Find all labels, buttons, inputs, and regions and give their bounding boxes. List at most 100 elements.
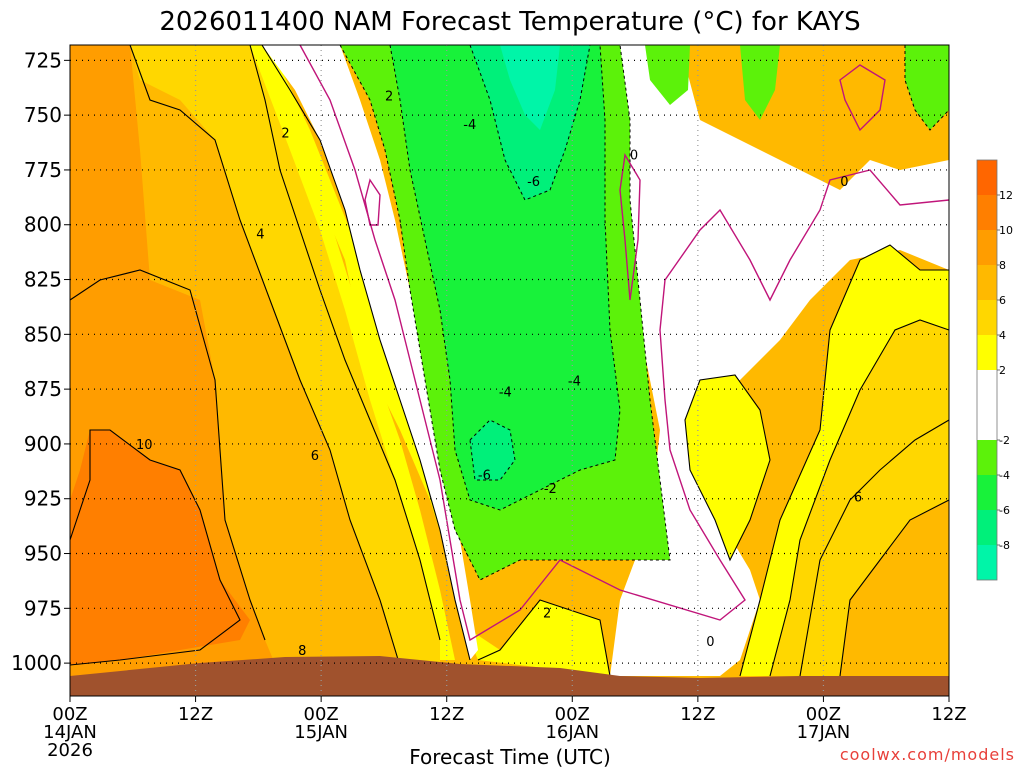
pressure-tick-label: 725: [24, 48, 62, 72]
pressure-tick-label: 850: [24, 322, 62, 346]
contour-line-minus-2: [339, 44, 671, 581]
colorbar-label: -4: [999, 469, 1010, 482]
colorbar-label: -6: [999, 504, 1010, 517]
colorbar-swatch: [977, 405, 997, 440]
contour-value-label: 2: [281, 127, 289, 142]
colorbar-label: 12: [999, 189, 1013, 202]
colorbar-swatch: [977, 545, 997, 580]
fill-region-cold-minus-6-8: [470, 45, 590, 200]
contour-line-2-east: [739, 244, 949, 677]
fill-region-cold-minus-4-6: [390, 45, 620, 510]
colorbar-label: -8: [999, 539, 1010, 552]
terrain-surface: [70, 656, 949, 696]
contour-lines: [69, 44, 950, 677]
colorbar-label: 8: [999, 259, 1006, 272]
time-tick-label: 12Z: [178, 704, 213, 725]
contour-value-label: 2: [385, 89, 393, 104]
contour-value-label: -6: [527, 175, 540, 190]
colorbar-swatch: [977, 265, 997, 300]
colorbar-swatch: [977, 195, 997, 230]
contour-value-label: 6: [311, 449, 319, 464]
colorbar-swatch: [977, 160, 997, 195]
pressure-tick-label: 875: [24, 377, 62, 401]
pressure-tick-label: 900: [24, 432, 62, 456]
colorbar-swatch: [977, 335, 997, 370]
pressure-gridlines: [70, 59, 949, 664]
contour-value-label: -6: [478, 469, 491, 484]
pressure-tick-label: 825: [24, 268, 62, 292]
contour-value-label: -2: [544, 482, 557, 497]
contour-value-label: 2: [543, 607, 551, 622]
chart-title: 2026011400 NAM Forecast Temperature (°C)…: [159, 7, 860, 37]
contour-value-label: -4: [499, 385, 512, 400]
fill-region-cold-pocket: [470, 420, 515, 480]
time-tick-label: 00Z: [304, 704, 339, 725]
contour-line-10: [69, 429, 241, 666]
credit-link[interactable]: coolwx.com/models: [840, 745, 1015, 764]
time-tick-label: 00Z: [555, 704, 590, 725]
time-tick-label: 12Z: [429, 704, 464, 725]
negative-contour-lines: [339, 44, 950, 581]
pressure-tick-label: 750: [24, 103, 62, 127]
colorbar-swatch: [977, 475, 997, 510]
contour-line-6-east: [799, 419, 950, 677]
zero-isotherm-loop-ne: [839, 64, 886, 132]
colorbar-label: 2: [999, 364, 1006, 377]
pressure-tick-label: 950: [24, 542, 62, 566]
x-axis-label: Forecast Time (UTC): [409, 745, 611, 768]
contour-value-label: 0: [630, 149, 638, 164]
colorbar-swatch: [977, 300, 997, 335]
time-tick-year: 2026: [47, 740, 93, 761]
fill-region-east-yellow-bubble: [685, 375, 770, 560]
time-tick-date: 17JAN: [797, 722, 851, 743]
fill-region-cold-minus-8: [500, 45, 560, 130]
time-tick-date: 14JAN: [43, 722, 97, 743]
contour-line-2: [261, 44, 471, 661]
pressure-tick-label: 800: [24, 213, 62, 237]
contour-value-label: -4: [568, 374, 581, 389]
time-gridlines: [194, 45, 825, 696]
fill-region-cold-north-center: [740, 45, 780, 120]
zero-isotherm-west: [299, 44, 950, 642]
contour-line-8: [69, 269, 266, 641]
pressure-tick-label: 775: [24, 158, 62, 182]
contour-value-label: -4: [463, 118, 476, 133]
contour-line-minus-2-ne: [904, 45, 950, 131]
contour-line-minus-6: [469, 44, 591, 201]
contour-value-label: 0: [840, 175, 848, 190]
fill-region-east-warm-lobe: [840, 500, 949, 676]
fill-region-cold-northeast: [905, 45, 949, 130]
colorbar-label: -2: [999, 434, 1010, 447]
contour-line-minus-4: [389, 44, 621, 511]
contour-value-label: 10: [136, 438, 153, 453]
time-tick-label: 00Z: [52, 704, 87, 725]
pressure-tick-label: 925: [24, 487, 62, 511]
pressure-axis: 725 750 775 800 825 850 875 900 925 950 975 1000: [11, 48, 70, 675]
pressure-tick-label: 1000: [11, 651, 62, 675]
pressure-tick-label: 975: [24, 596, 62, 620]
fill-region-near-zero-west: [262, 45, 478, 660]
time-tick-label: 12Z: [931, 704, 966, 725]
zero-isotherm-loop-left: [364, 178, 381, 226]
colorbar-swatch: [977, 230, 997, 265]
colorbar-label: 10: [999, 224, 1013, 237]
colorbar: 12 10 8 6 4 2 -2 -4 -6 -8: [976, 159, 1013, 581]
contour-line-6: [129, 44, 401, 667]
contour-value-label: 0: [706, 635, 714, 650]
zero-isotherm-loop-mid: [619, 152, 641, 301]
zero-isotherm-lines: [299, 44, 950, 642]
contour-line-2-lower: [477, 599, 611, 677]
fill-region-4-6: [130, 45, 440, 666]
colorbar-label: 4: [999, 329, 1006, 342]
time-tick-label: 12Z: [680, 704, 715, 725]
contour-value-label: 8: [298, 644, 306, 659]
fill-region-cold-north-mid: [645, 45, 690, 105]
contour-line-2-bubble: [684, 374, 771, 562]
colorbar-swatch: [977, 370, 997, 405]
contour-value-labels: 2 2 4 6 8 10 -4 -6 -4 -4 -6 -2 2 0 0 0 6: [136, 89, 862, 659]
time-tick-date: 16JAN: [545, 722, 599, 743]
time-tick-date: 15JAN: [294, 722, 348, 743]
